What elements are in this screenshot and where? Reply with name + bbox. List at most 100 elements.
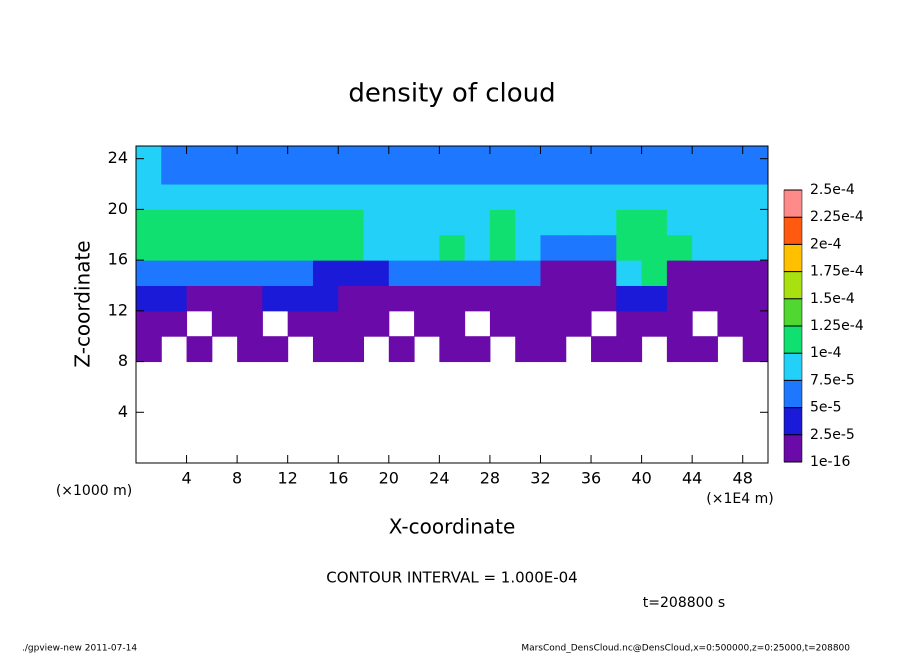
colorbar-label: 5e-5 bbox=[810, 400, 841, 416]
cell bbox=[237, 234, 263, 261]
y-tick-label: 24 bbox=[108, 148, 128, 167]
cell bbox=[211, 285, 238, 312]
cell bbox=[414, 234, 440, 261]
cell bbox=[666, 285, 693, 312]
colorbar-band bbox=[783, 244, 803, 272]
cell bbox=[161, 260, 188, 286]
cell bbox=[186, 285, 213, 312]
x-tick-label: 36 bbox=[581, 469, 601, 488]
cell bbox=[287, 146, 314, 185]
cell bbox=[338, 285, 365, 312]
cell bbox=[439, 234, 466, 261]
y-tick-label: 12 bbox=[108, 300, 128, 319]
cell bbox=[161, 209, 188, 236]
cell bbox=[464, 336, 491, 363]
cell bbox=[414, 146, 440, 185]
cell bbox=[515, 260, 541, 286]
cell bbox=[591, 260, 617, 286]
cell bbox=[211, 310, 238, 337]
cell bbox=[338, 184, 365, 210]
cell bbox=[515, 209, 541, 236]
cell bbox=[287, 184, 314, 210]
cell bbox=[136, 336, 162, 363]
cell bbox=[515, 336, 541, 363]
y-tick-label: 8 bbox=[118, 351, 128, 370]
y-tick-label: 4 bbox=[118, 402, 128, 421]
cell bbox=[312, 234, 339, 261]
cell bbox=[591, 146, 617, 185]
colorbar-label: 1.5e-4 bbox=[810, 291, 855, 307]
cell bbox=[136, 285, 162, 312]
cell bbox=[717, 260, 744, 286]
cell bbox=[666, 260, 693, 286]
cell bbox=[388, 260, 415, 286]
cell bbox=[363, 234, 390, 261]
cell bbox=[312, 184, 339, 210]
cell bbox=[338, 260, 365, 286]
cell bbox=[186, 234, 213, 261]
cell bbox=[489, 146, 516, 185]
cell bbox=[237, 146, 263, 185]
cell bbox=[616, 184, 643, 210]
cell bbox=[666, 209, 693, 236]
cell bbox=[312, 146, 339, 185]
cell bbox=[439, 146, 466, 185]
cell bbox=[464, 184, 491, 210]
cell bbox=[641, 260, 668, 286]
cell bbox=[515, 310, 541, 337]
cell bbox=[641, 234, 668, 261]
cell bbox=[692, 336, 718, 363]
cell bbox=[186, 260, 213, 286]
cell bbox=[489, 260, 516, 286]
cell bbox=[742, 146, 769, 185]
colorbar-label: 1.25e-4 bbox=[810, 318, 864, 334]
cell bbox=[262, 146, 289, 185]
cell bbox=[692, 146, 718, 185]
x-tick-label: 44 bbox=[682, 469, 702, 488]
footer-left: ./gpview-new 2011-07-14 bbox=[22, 644, 137, 654]
cell bbox=[439, 209, 466, 236]
cell bbox=[717, 146, 744, 185]
cell bbox=[186, 184, 213, 210]
cell bbox=[161, 285, 188, 312]
y-axis-title: Z-coordinate bbox=[71, 240, 95, 367]
cell bbox=[136, 260, 162, 286]
cell bbox=[692, 184, 718, 210]
cell bbox=[641, 184, 668, 210]
cell bbox=[540, 260, 567, 286]
cell bbox=[439, 285, 466, 312]
x-tick-label: 20 bbox=[379, 469, 399, 488]
cell bbox=[641, 285, 668, 312]
cell bbox=[363, 209, 390, 236]
cell bbox=[464, 260, 491, 286]
cell bbox=[287, 310, 314, 337]
colorbar-label: 7.5e-5 bbox=[810, 372, 855, 388]
cell bbox=[312, 285, 339, 312]
cell bbox=[489, 209, 516, 236]
cell bbox=[388, 234, 415, 261]
cell bbox=[262, 184, 289, 210]
cell bbox=[591, 234, 617, 261]
cell bbox=[262, 285, 289, 312]
cell bbox=[692, 234, 718, 261]
x-tick-label: 24 bbox=[429, 469, 449, 488]
x-tick-label: 32 bbox=[530, 469, 550, 488]
cell bbox=[591, 209, 617, 236]
cell bbox=[237, 184, 263, 210]
cell bbox=[211, 209, 238, 236]
cell bbox=[717, 310, 744, 337]
colorbar-label: 1e-4 bbox=[810, 345, 842, 361]
cell bbox=[262, 234, 289, 261]
colorbar-band bbox=[783, 407, 803, 436]
colorbar-band bbox=[783, 352, 803, 381]
cell bbox=[666, 184, 693, 210]
time-label: t=208800 s bbox=[643, 595, 725, 611]
cell bbox=[237, 260, 263, 286]
cell bbox=[692, 285, 718, 312]
plot-frame bbox=[135, 145, 769, 464]
cell bbox=[136, 209, 162, 236]
colorbar-label: 2.5e-4 bbox=[810, 182, 855, 198]
x-tick-label: 8 bbox=[232, 469, 242, 488]
cell bbox=[439, 310, 466, 337]
x-tick-label: 4 bbox=[181, 469, 191, 488]
